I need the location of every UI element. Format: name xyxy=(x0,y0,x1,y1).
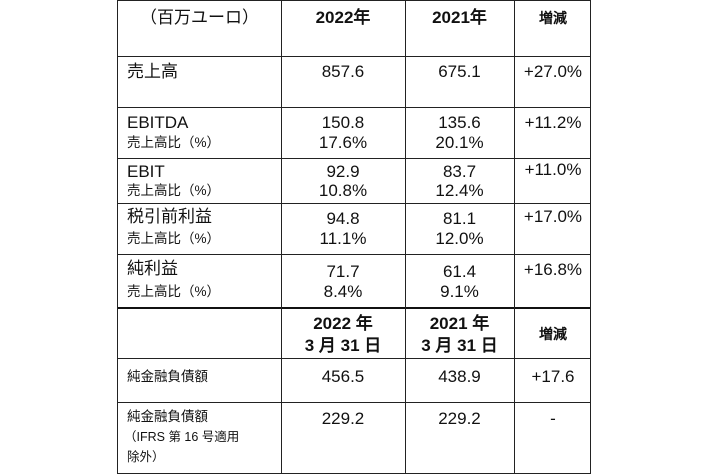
cell-pretax-2022-ratio: 11.1% xyxy=(319,229,367,248)
header-2021: 2021年 xyxy=(432,8,487,27)
cell-pretax-2021: 81.1 xyxy=(442,209,477,228)
cell-ebitda-2022: 150.8 xyxy=(321,113,365,132)
cell-sales-change: +27.0% xyxy=(523,62,583,81)
cell-netdebt-ifrs-2021: 229.2 xyxy=(438,409,481,428)
header2-2021-year: 2021 年 xyxy=(429,314,490,333)
cell-netdebt-2021: 438.9 xyxy=(438,367,481,386)
cell-netincome-2021-ratio: 9.1% xyxy=(440,282,479,301)
cell-netdebt-change: +17.6 xyxy=(531,367,575,386)
row-label-ebitda: EBITDA xyxy=(127,113,189,132)
row2-sublabel-ifrs-2: 除外） xyxy=(127,450,165,464)
cell-netincome-2022: 71.7 xyxy=(326,262,360,281)
cell-ebit-change: +11.0% xyxy=(524,160,582,179)
cell-ebitda-2021: 135.6 xyxy=(438,113,481,132)
cell-netincome-2021: 61.4 xyxy=(442,262,477,281)
cell-ebit-2022-ratio: 10.8% xyxy=(318,181,368,200)
row-sublabel-pretax: 売上高比（%） xyxy=(127,231,221,246)
cell-ebitda-2022-ratio: 17.6% xyxy=(318,133,368,152)
cell-netincome-2022-ratio: 8.4% xyxy=(323,282,363,301)
header-change: 増減 xyxy=(539,10,567,26)
header-unit: （百万ユーロ） xyxy=(140,8,259,27)
cell-pretax-2021-ratio: 12.0% xyxy=(435,229,484,248)
cell-ebitda-2021-ratio: 20.1% xyxy=(435,133,484,152)
row-label-pretax: 税引前利益 xyxy=(127,207,212,226)
cell-sales-2022: 857.6 xyxy=(321,62,365,81)
row-sublabel-netincome: 売上高比（%） xyxy=(127,284,221,299)
row-sublabel-ebit: 売上高比（%） xyxy=(127,183,221,198)
cell-pretax-2022: 94.8 xyxy=(326,209,360,228)
cell-ebit-2021: 83.7 xyxy=(442,162,477,181)
header2-change: 増減 xyxy=(539,326,567,342)
row2-label-netdebt-ifrs: 純金融負債額 xyxy=(127,409,208,424)
header-2022: 2022年 xyxy=(315,8,371,27)
cell-ebit-2022: 92.9 xyxy=(326,162,360,181)
cell-ebit-2021-ratio: 12.4% xyxy=(435,181,484,200)
row2-sublabel-ifrs-1: （IFRS 第 16 号適用 xyxy=(124,430,240,444)
header2-2022-date: 3 月 31 日 xyxy=(304,336,382,355)
cell-netincome-change: +16.8% xyxy=(523,260,583,279)
cell-netdebt-2022: 456.5 xyxy=(321,367,365,386)
row-label-ebit: EBIT xyxy=(127,162,165,181)
row-label-sales: 売上高 xyxy=(127,62,178,81)
row-sublabel-ebitda: 売上高比（%） xyxy=(127,135,221,150)
cell-netdebt-ifrs-2022: 229.2 xyxy=(321,409,365,428)
header2-2021-date: 3 月 31 日 xyxy=(421,336,498,355)
cell-pretax-change: +17.0% xyxy=(523,207,583,226)
row-label-netincome: 純利益 xyxy=(127,259,178,278)
row2-label-netdebt: 純金融負債額 xyxy=(127,369,208,384)
cell-sales-2021: 675.1 xyxy=(438,62,481,81)
cell-ebitda-change: +11.2% xyxy=(524,113,582,132)
cell-netdebt-ifrs-change: - xyxy=(550,409,556,428)
financial-table: （百万ユーロ） 2022年 2021年 増減 売上高 857.6 675.1 +… xyxy=(117,0,591,474)
header2-2022-year: 2022 年 xyxy=(313,314,373,333)
